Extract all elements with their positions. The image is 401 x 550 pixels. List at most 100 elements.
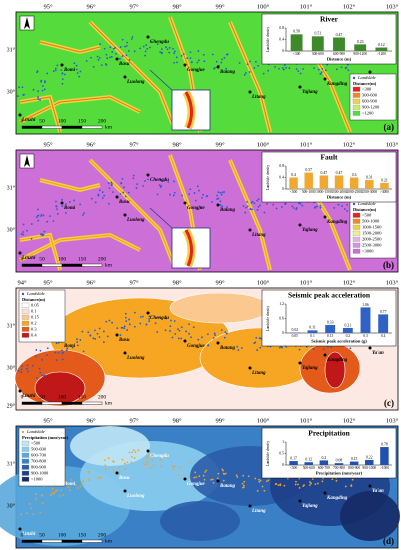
landslide-point bbox=[109, 56, 111, 59]
legend-swatch bbox=[21, 476, 30, 482]
place-marker bbox=[123, 351, 127, 355]
place-label: Linzhi bbox=[21, 394, 36, 399]
landslide-point bbox=[340, 66, 343, 69]
landslide-point bbox=[118, 466, 121, 469]
place-marker bbox=[216, 203, 220, 207]
landslide-point bbox=[201, 196, 203, 199]
landslide-point bbox=[51, 492, 54, 495]
landslide-point bbox=[309, 481, 311, 483]
place-marker bbox=[60, 63, 64, 67]
landslide-point bbox=[81, 330, 84, 333]
bar-value-label: 0.11 bbox=[309, 326, 316, 330]
landslide-point bbox=[25, 367, 28, 370]
latitude-label: 30° bbox=[7, 88, 16, 95]
legend-swatch bbox=[352, 224, 361, 230]
latitude-label: 30° bbox=[7, 502, 16, 509]
landslide-point bbox=[256, 349, 259, 351]
legend-landslide-symbol bbox=[21, 292, 25, 296]
x-tick-label: 500-1000 bbox=[302, 190, 316, 194]
scale-segment bbox=[61, 539, 83, 543]
landslide-point bbox=[22, 223, 25, 226]
landslide-point bbox=[177, 328, 179, 331]
inset-x-label: Seismic peak acceleration (g) bbox=[311, 339, 367, 344]
landslide-point bbox=[316, 205, 318, 208]
legend-swatch bbox=[21, 464, 30, 470]
longitude-label: 101° bbox=[300, 417, 313, 424]
landslide-point bbox=[40, 494, 43, 497]
landslide-point bbox=[207, 333, 209, 336]
place-marker bbox=[146, 35, 150, 39]
landslide-point bbox=[221, 205, 223, 208]
landslide-point bbox=[253, 342, 256, 345]
landslide-point bbox=[35, 216, 38, 219]
landslide-point bbox=[212, 481, 215, 484]
inset-title: Fault bbox=[320, 153, 338, 162]
map-panel: 95° 96° 97° 98° 99° 100° 101° 102° 103° 31° 30° 29°… bbox=[7, 279, 399, 411]
landslide-point bbox=[221, 191, 224, 194]
landslide-point bbox=[189, 57, 192, 60]
landslide-point bbox=[97, 477, 100, 480]
landslide-point bbox=[53, 492, 56, 495]
landslide-point bbox=[177, 474, 180, 477]
scale-label: 100 bbox=[58, 532, 67, 538]
bar-value-label: 0.22 bbox=[366, 455, 373, 459]
landslide-point bbox=[22, 233, 25, 236]
landslide-point bbox=[299, 202, 302, 205]
landslide-point bbox=[190, 336, 192, 339]
landslide-point bbox=[173, 61, 176, 64]
legend-landslide-symbol bbox=[352, 202, 356, 206]
landslide-point bbox=[102, 330, 105, 333]
bar bbox=[304, 172, 313, 189]
x-tick-label: 0.05 bbox=[292, 334, 298, 338]
landslide-point bbox=[279, 484, 282, 486]
bar bbox=[289, 461, 298, 465]
landslide-point bbox=[67, 486, 70, 489]
longitude-label: 103° bbox=[386, 141, 399, 148]
landslide-point bbox=[175, 56, 178, 59]
landslide-point bbox=[346, 203, 349, 206]
landslide-point bbox=[61, 82, 64, 85]
landslide-point bbox=[65, 349, 68, 352]
scale-label: 100 bbox=[58, 118, 67, 124]
bar bbox=[319, 175, 329, 189]
landslide-point bbox=[258, 478, 260, 481]
longitude-label: 97° bbox=[129, 417, 139, 424]
landslide-point bbox=[165, 454, 168, 457]
landslide-point bbox=[46, 347, 49, 350]
landslide-point bbox=[172, 466, 175, 469]
scale-label: 100 bbox=[58, 256, 67, 262]
landslide-point bbox=[73, 62, 76, 65]
landslide-point bbox=[61, 349, 63, 352]
landslide-point bbox=[55, 200, 57, 203]
landslide-point bbox=[63, 73, 66, 76]
landslide-point bbox=[280, 206, 283, 208]
landslide-point bbox=[259, 346, 262, 349]
longitude-label: 96° bbox=[86, 279, 96, 286]
landslide-point bbox=[125, 320, 128, 323]
legend-label: 1500-2000 bbox=[362, 231, 382, 236]
landslide-point bbox=[283, 484, 286, 487]
place-label: Litang bbox=[251, 233, 266, 238]
landslide-point bbox=[188, 332, 190, 335]
landslide-point bbox=[198, 189, 200, 192]
river-line bbox=[19, 234, 141, 261]
landslide-point bbox=[220, 329, 223, 331]
bar-value-label: 0.12 bbox=[305, 458, 312, 462]
bar-value-label: 0.33 bbox=[327, 320, 334, 324]
place-label: Bomi bbox=[63, 344, 76, 349]
landslide-point bbox=[207, 344, 209, 347]
landslide-point bbox=[61, 78, 64, 81]
landslide-point bbox=[186, 57, 189, 60]
latitude-label: 29° bbox=[7, 402, 16, 409]
landslide-point bbox=[188, 476, 191, 478]
bar bbox=[375, 47, 388, 51]
legend-title: Landslide bbox=[26, 429, 45, 434]
longitude-label: 99° bbox=[215, 417, 225, 424]
legend-label: 0.3 bbox=[31, 327, 37, 332]
scale-label: 50 bbox=[39, 118, 45, 124]
river-line bbox=[229, 159, 271, 271]
landslide-point bbox=[143, 463, 146, 466]
x-tick-label: >3000 bbox=[380, 190, 389, 194]
scale-segment bbox=[21, 125, 43, 129]
landslide-point bbox=[193, 192, 196, 194]
